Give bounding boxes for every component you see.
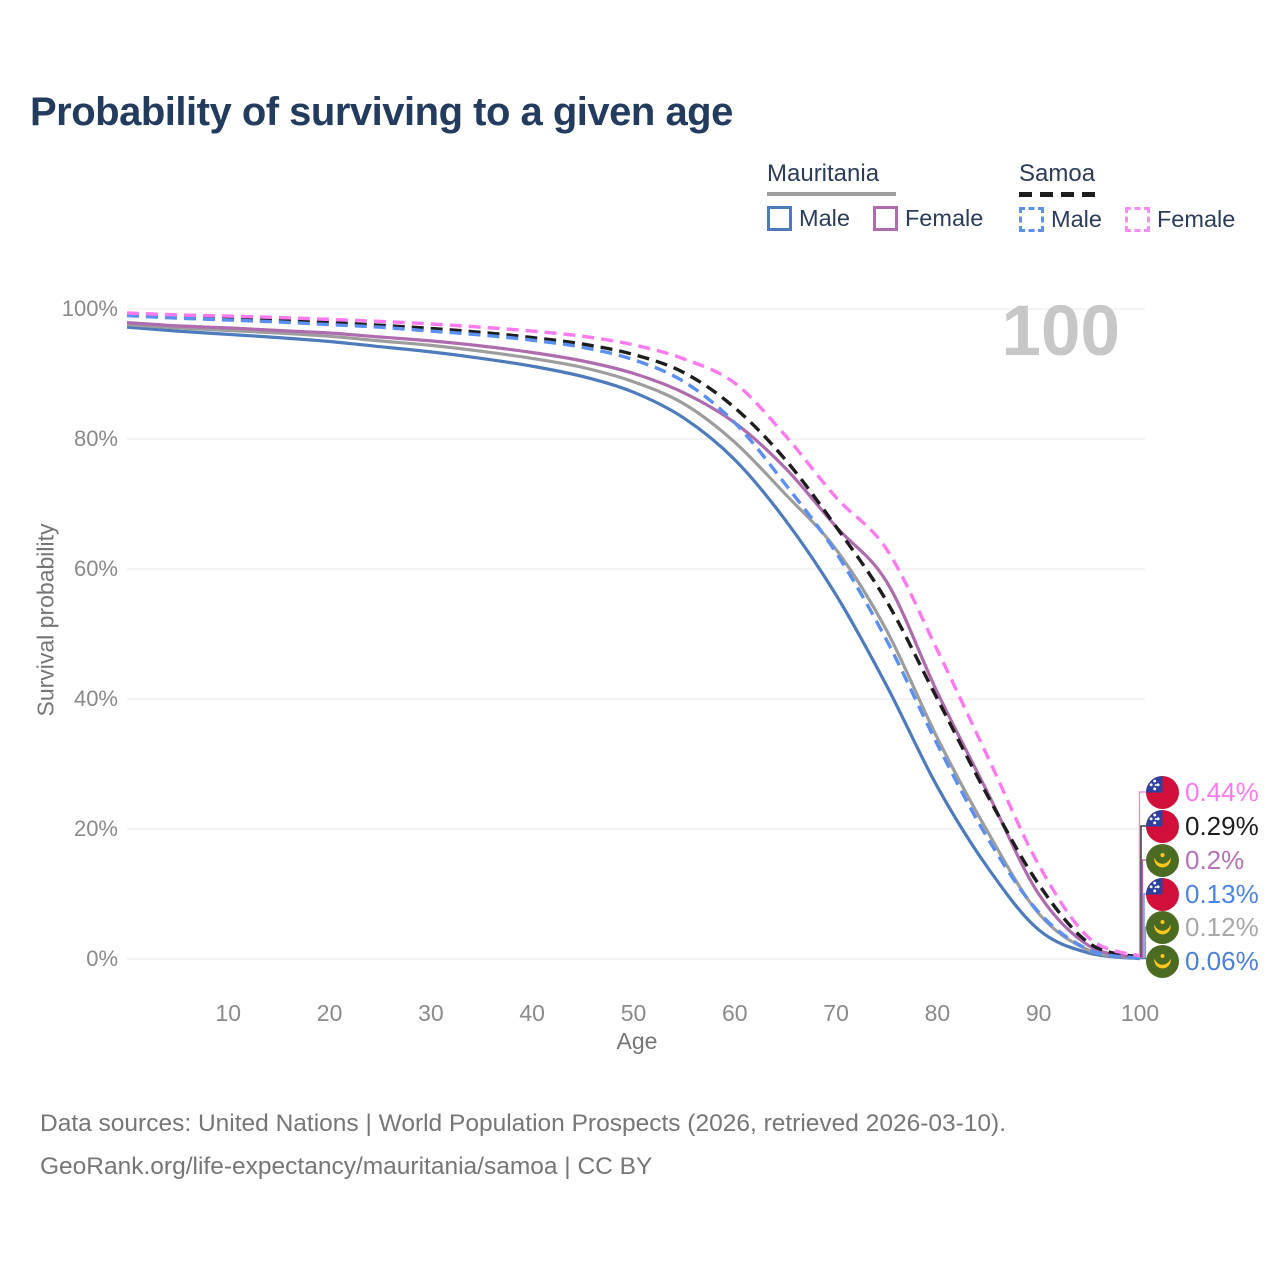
- x-tick-100: 100: [1120, 1000, 1160, 1026]
- legend-item-mauritania-male[interactable]: Male: [767, 205, 850, 232]
- chart-footer: Data sources: United Nations | World Pop…: [40, 1102, 1006, 1188]
- x-tick-30: 30: [418, 1000, 444, 1026]
- legend-item-mauritania-female[interactable]: Female: [872, 205, 984, 232]
- legend-country-mauritania[interactable]: Mauritania: [767, 160, 880, 187]
- legend-label-samoa-male: Male: [1051, 206, 1102, 232]
- end-label-mauritania-all: 0.12%: [1185, 911, 1259, 942]
- mauritania-flag-icon: [1146, 910, 1179, 944]
- series-line-mauritania-male[interactable]: [126, 325, 1141, 961]
- x-tick-60: 60: [722, 1000, 748, 1026]
- samoa-flag-icon: [1146, 809, 1179, 843]
- y-tick-20%: 20%: [73, 816, 118, 841]
- data-sources-note: Data sources: United Nations | World Pop…: [40, 1110, 1007, 1137]
- x-axis-title: Age: [616, 1028, 658, 1054]
- legend-item-samoa-male[interactable]: Male: [1019, 206, 1102, 233]
- series-line-samoa-all[interactable]: [126, 313, 1141, 959]
- legend-label-mauritania-male: Male: [799, 205, 850, 231]
- swatch-samoa-female: [1124, 207, 1150, 232]
- x-tick-70: 70: [823, 1000, 849, 1026]
- source-url-license: GeoRank.org/life-expectancy/mauritania/s…: [40, 1153, 653, 1180]
- series-line-samoa-male[interactable]: [126, 313, 1141, 960]
- series-line-mauritania-all[interactable]: [126, 323, 1141, 960]
- x-tick-40: 40: [519, 1000, 545, 1026]
- x-tick-20: 20: [316, 1000, 343, 1026]
- age-watermark: 100: [1001, 292, 1120, 371]
- end-label-connector-samoa-female: [1138, 791, 1146, 957]
- legend-country-samoa[interactable]: Samoa: [1019, 160, 1096, 187]
- series-line-samoa-female[interactable]: [126, 311, 1141, 958]
- series-end-row-samoa-male: 0.13%: [1146, 877, 1259, 911]
- end-label-samoa-male: 0.13%: [1185, 878, 1259, 909]
- x-tick-50: 50: [620, 1000, 647, 1026]
- y-tick-40%: 40%: [73, 686, 118, 711]
- legend-label-samoa-female: Female: [1156, 206, 1236, 232]
- mauritania-flag-icon: [1146, 944, 1179, 978]
- legend-item-samoa-female[interactable]: Female: [1124, 206, 1236, 233]
- y-tick-100%: 100%: [61, 296, 118, 321]
- swatch-mauritania-male: [767, 206, 792, 231]
- swatch-samoa-male: [1019, 207, 1044, 232]
- y-tick-0%: 0%: [86, 946, 118, 971]
- series-end-row-mauritania-all: 0.12%: [1146, 910, 1259, 944]
- x-tick-10: 10: [215, 1000, 242, 1026]
- series-line-mauritania-female[interactable]: [126, 321, 1141, 960]
- y-tick-60%: 60%: [73, 556, 118, 581]
- chart-title: Probability of surviving to a given age: [30, 90, 733, 134]
- end-label-mauritania-female: 0.2%: [1185, 844, 1245, 875]
- end-label-samoa-female: 0.44%: [1185, 776, 1259, 807]
- samoa-flag-icon: [1146, 877, 1179, 911]
- x-tick-90: 90: [1025, 1000, 1052, 1026]
- legend-solid-line-sample: [767, 192, 896, 196]
- legend-group-samoa: Samoa Male Female: [1019, 160, 1235, 233]
- series-end-row-mauritania-female: 0.2%: [1146, 843, 1244, 877]
- legend-group-mauritania: Mauritania Male Female: [767, 160, 983, 232]
- series-end-row-samoa-all: 0.29%: [1146, 809, 1259, 843]
- end-label-mauritania-male: 0.06%: [1185, 945, 1259, 976]
- x-tick-80: 80: [924, 1000, 951, 1026]
- swatch-mauritania-female: [872, 206, 898, 231]
- series-end-row-mauritania-male: 0.06%: [1146, 944, 1259, 978]
- series-end-row-samoa-female: 0.44%: [1146, 775, 1259, 809]
- end-label-samoa-all: 0.29%: [1185, 810, 1259, 841]
- legend-dashed-line-sample: [1019, 192, 1101, 197]
- samoa-flag-icon: [1146, 775, 1179, 809]
- legend-label-mauritania-female: Female: [904, 205, 984, 231]
- y-tick-80%: 80%: [73, 426, 118, 451]
- mauritania-flag-icon: [1146, 843, 1179, 877]
